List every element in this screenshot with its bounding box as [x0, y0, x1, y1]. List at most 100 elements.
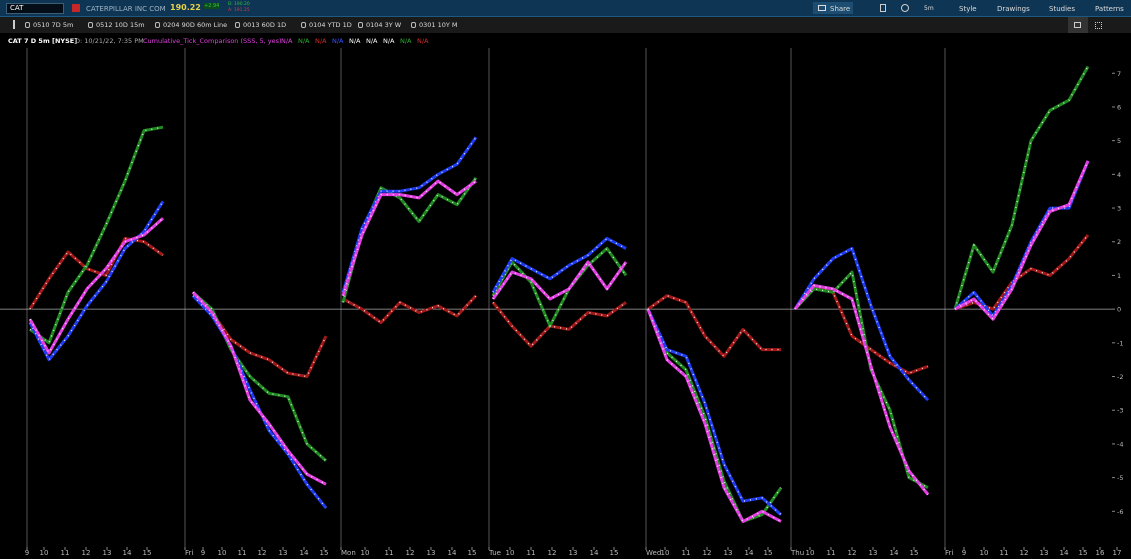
- x-tick-label: 15: [610, 549, 619, 557]
- timeframe-icon[interactable]: [25, 22, 30, 28]
- x-tick-label: 13: [1040, 549, 1049, 557]
- timeframe-icon[interactable]: [358, 22, 363, 28]
- grid-layout-icon[interactable]: [1095, 22, 1102, 29]
- y-tick-label: 0: [1117, 306, 1121, 314]
- x-tick-label: Thu: [790, 549, 804, 557]
- studies-button[interactable]: Studies: [1049, 5, 1075, 13]
- timeframe-button[interactable]: 0510 7D 5m: [33, 21, 74, 29]
- settings-icon[interactable]: [901, 4, 909, 12]
- symbol-input[interactable]: CAT: [6, 3, 64, 14]
- x-tick-label: 14: [745, 549, 754, 557]
- y-tick-label: 6: [1117, 103, 1121, 111]
- x-tick-label: 11: [827, 549, 836, 557]
- x-tick-label: 11: [527, 549, 536, 557]
- study-value: N/A: [366, 37, 378, 45]
- timeframe-icon[interactable]: [301, 22, 306, 28]
- timeframe-button[interactable]: 0013 60D 1D: [243, 21, 287, 29]
- last-price: 190.22: [170, 3, 201, 12]
- company-name: CATERPILLAR INC COM: [86, 5, 166, 13]
- x-tick-label: 11: [61, 549, 70, 557]
- x-tick-label: 15: [910, 549, 919, 557]
- flask-icon[interactable]: [880, 4, 886, 12]
- x-tick-label: 16: [1096, 549, 1105, 557]
- timeframe-button[interactable]: 0104 YTD 1D: [309, 21, 352, 29]
- x-tick-label: 12: [258, 549, 267, 557]
- bid: B: 190.20: [228, 2, 250, 7]
- x-tick-label: 12: [703, 549, 712, 557]
- y-tick-label: -4: [1117, 440, 1123, 448]
- y-tick-label: 5: [1117, 137, 1121, 145]
- top-toolbar: CAT CATERPILLAR INC COM 190.22 +2.94 B: …: [0, 0, 1131, 17]
- patterns-button[interactable]: Patterns: [1095, 5, 1124, 13]
- chart-date: D: 10/21/22, 7:35 PM: [75, 37, 144, 45]
- x-tick-label: 12: [82, 549, 91, 557]
- series-dots: [29, 160, 1089, 523]
- x-tick-label: 10: [218, 549, 227, 557]
- x-tick-label: 14: [300, 549, 309, 557]
- x-tick-label: 13: [279, 549, 288, 557]
- single-layout-icon[interactable]: [1074, 22, 1081, 28]
- y-tick-label: 1: [1117, 272, 1121, 280]
- x-tick-label: 12: [848, 549, 857, 557]
- study-value: N/A: [332, 37, 344, 45]
- study-name: Cumulative_Tick_Comparison (SSS, 5, yes): [143, 37, 282, 45]
- x-tick-label: 11: [1000, 549, 1009, 557]
- x-tick-label: 11: [238, 549, 247, 557]
- share-button[interactable]: Share: [830, 5, 851, 13]
- y-tick-label: -2: [1117, 373, 1123, 381]
- x-tick-label: 15: [143, 549, 152, 557]
- x-tick-label: 14: [890, 549, 899, 557]
- y-tick-label: 2: [1117, 238, 1121, 246]
- timeframe-button[interactable]: 0104 3Y W: [366, 21, 402, 29]
- timeframe-button[interactable]: 0512 10D 15m: [96, 21, 145, 29]
- chart-header: CAT 7 D 5m [NYSE] D: 10/21/22, 7:35 PM C…: [0, 33, 1131, 48]
- y-tick-label: -6: [1117, 508, 1123, 516]
- x-tick-label: 17: [1113, 549, 1122, 557]
- x-tick-label: 15: [764, 549, 773, 557]
- x-tick-label: 9: [25, 549, 29, 557]
- timeframe-icon[interactable]: [235, 22, 240, 28]
- y-tick-label: 3: [1117, 205, 1121, 213]
- alert-icon[interactable]: [72, 4, 80, 12]
- study-value: N/A: [349, 37, 361, 45]
- y-tick-label: -5: [1117, 474, 1123, 482]
- x-tick-label: 11: [385, 549, 394, 557]
- x-tick-label: 15: [320, 549, 329, 557]
- study-value: N/A: [383, 37, 395, 45]
- x-tick-label: 11: [682, 549, 691, 557]
- x-tick-label: 9: [201, 549, 205, 557]
- x-tick-label: 10: [661, 549, 670, 557]
- study-value: N/A: [417, 37, 429, 45]
- chart-title: CAT 7 D 5m [NYSE]: [8, 37, 78, 45]
- pin-icon[interactable]: [13, 20, 15, 29]
- x-tick-label: 13: [869, 549, 878, 557]
- x-tick-label: 14: [1060, 549, 1069, 557]
- interval-button[interactable]: 5m: [924, 5, 934, 12]
- y-tick-label: 4: [1117, 171, 1121, 179]
- x-tick-label: 12: [548, 549, 557, 557]
- timeframe-icon[interactable]: [411, 22, 416, 28]
- x-tick-label: 10: [361, 549, 370, 557]
- study-value: N/A: [281, 37, 293, 45]
- x-tick-label: 15: [468, 549, 477, 557]
- x-tick-label: 13: [103, 549, 112, 557]
- layout-button-bg[interactable]: [1068, 17, 1088, 33]
- x-tick-label: 9: [962, 549, 966, 557]
- x-tick-label: 13: [427, 549, 436, 557]
- x-tick-label: 10: [506, 549, 515, 557]
- timeframe-button[interactable]: 0301 10Y M: [419, 21, 458, 29]
- drawings-button[interactable]: Drawings: [997, 5, 1030, 13]
- x-tick-label: 13: [724, 549, 733, 557]
- timeframe-icon[interactable]: [155, 22, 160, 28]
- style-button[interactable]: Style: [959, 5, 977, 13]
- timeframe-icon[interactable]: [88, 22, 93, 28]
- timeframe-button[interactable]: 0204 90D 60m Line: [163, 21, 228, 29]
- ask: A: 191.25: [228, 8, 250, 13]
- x-tick-label: 15: [1079, 549, 1088, 557]
- x-tick-label: 14: [448, 549, 457, 557]
- series-line: [28, 234, 1090, 378]
- x-tick-label: 12: [406, 549, 415, 557]
- x-tick-label: Tue: [488, 549, 501, 557]
- x-tick-label: Fri: [185, 549, 193, 557]
